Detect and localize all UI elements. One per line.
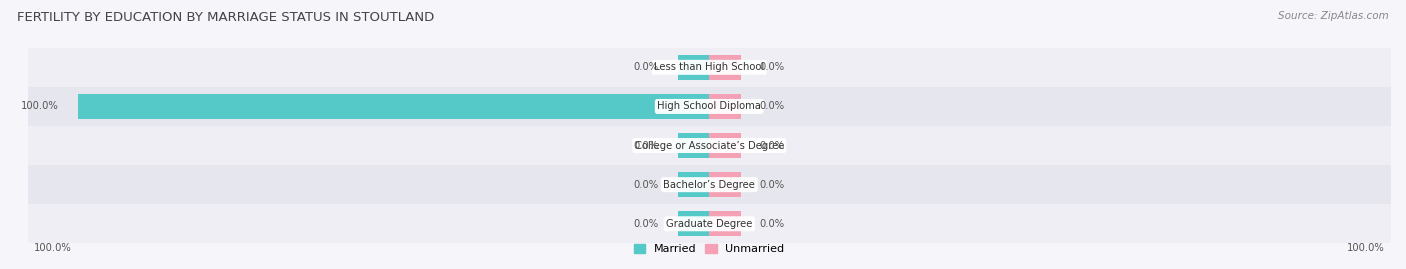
Bar (709, 94, 741, 119)
Text: College or Associate’s Degree: College or Associate’s Degree (634, 140, 785, 151)
Bar (709, 211, 741, 236)
Text: Less than High School: Less than High School (654, 62, 765, 72)
Bar (709, 133, 741, 158)
Text: 0.0%: 0.0% (634, 180, 659, 190)
Bar (0, 48, 1406, 87)
Text: 0.0%: 0.0% (759, 101, 785, 111)
Text: 100.0%: 100.0% (34, 243, 72, 253)
Text: 0.0%: 0.0% (634, 219, 659, 229)
Bar (678, 55, 709, 80)
Bar (0, 126, 1406, 165)
Text: Source: ZipAtlas.com: Source: ZipAtlas.com (1278, 11, 1389, 21)
Text: 0.0%: 0.0% (634, 140, 659, 151)
Bar (709, 172, 741, 197)
Text: 0.0%: 0.0% (759, 140, 785, 151)
Bar (0, 165, 1406, 204)
Text: 100.0%: 100.0% (1347, 243, 1385, 253)
Text: 100.0%: 100.0% (21, 101, 59, 111)
Bar (678, 133, 709, 158)
Legend: Married, Unmarried: Married, Unmarried (634, 243, 785, 254)
Bar (0, 87, 1406, 126)
Text: Bachelor’s Degree: Bachelor’s Degree (664, 180, 755, 190)
Bar (678, 211, 709, 236)
Text: High School Diploma: High School Diploma (658, 101, 761, 111)
Text: FERTILITY BY EDUCATION BY MARRIAGE STATUS IN STOUTLAND: FERTILITY BY EDUCATION BY MARRIAGE STATU… (17, 11, 434, 24)
Bar (0, 204, 1406, 243)
Text: 0.0%: 0.0% (634, 62, 659, 72)
Text: 0.0%: 0.0% (759, 62, 785, 72)
Bar (678, 172, 709, 197)
Text: 0.0%: 0.0% (759, 180, 785, 190)
Bar (709, 55, 741, 80)
Text: 0.0%: 0.0% (759, 219, 785, 229)
Text: Graduate Degree: Graduate Degree (666, 219, 752, 229)
Bar (77, 94, 709, 119)
